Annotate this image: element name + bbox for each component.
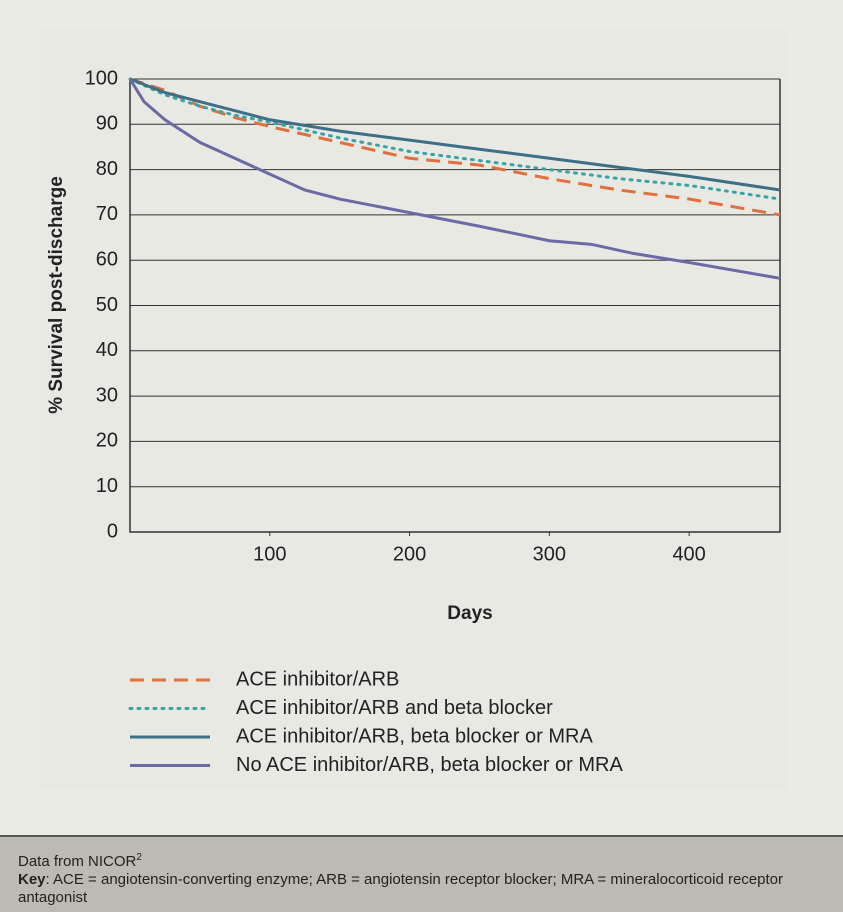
source-ref: 2 <box>136 852 142 863</box>
x-tick-label: 100 <box>253 543 286 565</box>
legend-label: ACE inhibitor/ARB <box>236 668 399 690</box>
legend-label: ACE inhibitor/ARB and beta blocker <box>236 697 553 719</box>
key-text: : ACE = angiotensin-converting enzyme; A… <box>18 871 783 906</box>
chart-panel <box>40 30 788 790</box>
y-tick-label: 90 <box>96 113 118 135</box>
y-axis-label: % Survival post-discharge <box>46 176 67 414</box>
x-tick-label: 300 <box>533 543 566 565</box>
series-line <box>129 77 781 192</box>
footnote: Data from NICOR2 Key: ACE = angiotensin-… <box>0 835 843 912</box>
key-label: Key <box>18 871 46 888</box>
series-line <box>128 77 782 201</box>
legend-label: No ACE inhibitor/ARB, beta blocker or MR… <box>236 754 623 776</box>
y-tick-label: 30 <box>96 384 118 406</box>
source-text: Data from NICOR <box>18 853 137 870</box>
y-tick-label: 70 <box>96 203 118 225</box>
key-note: Key: ACE = angiotensin-converting enzyme… <box>18 871 825 907</box>
x-tick-label: 400 <box>672 543 705 565</box>
legend-label: ACE inhibitor/ARB, beta blocker or MRA <box>236 725 593 747</box>
y-tick-label: 100 <box>85 67 118 89</box>
y-tick-label: 60 <box>96 248 118 270</box>
y-tick-label: 80 <box>96 158 118 180</box>
y-tick-label: 20 <box>96 430 118 452</box>
y-tick-label: 40 <box>96 339 118 361</box>
y-tick-label: 10 <box>96 475 118 497</box>
chart: % Survival post-discharge Days 0 10 20 30 40… <box>40 30 788 790</box>
series-line <box>129 77 781 217</box>
plot-frame <box>129 79 781 533</box>
y-tick-label: 0 <box>107 520 118 542</box>
x-tick-label: 200 <box>393 543 426 565</box>
series-line <box>128 78 781 280</box>
y-tick-label: 50 <box>96 294 118 316</box>
source-note: Data from NICOR2 <box>18 849 825 871</box>
x-axis-label: Days <box>447 603 492 624</box>
